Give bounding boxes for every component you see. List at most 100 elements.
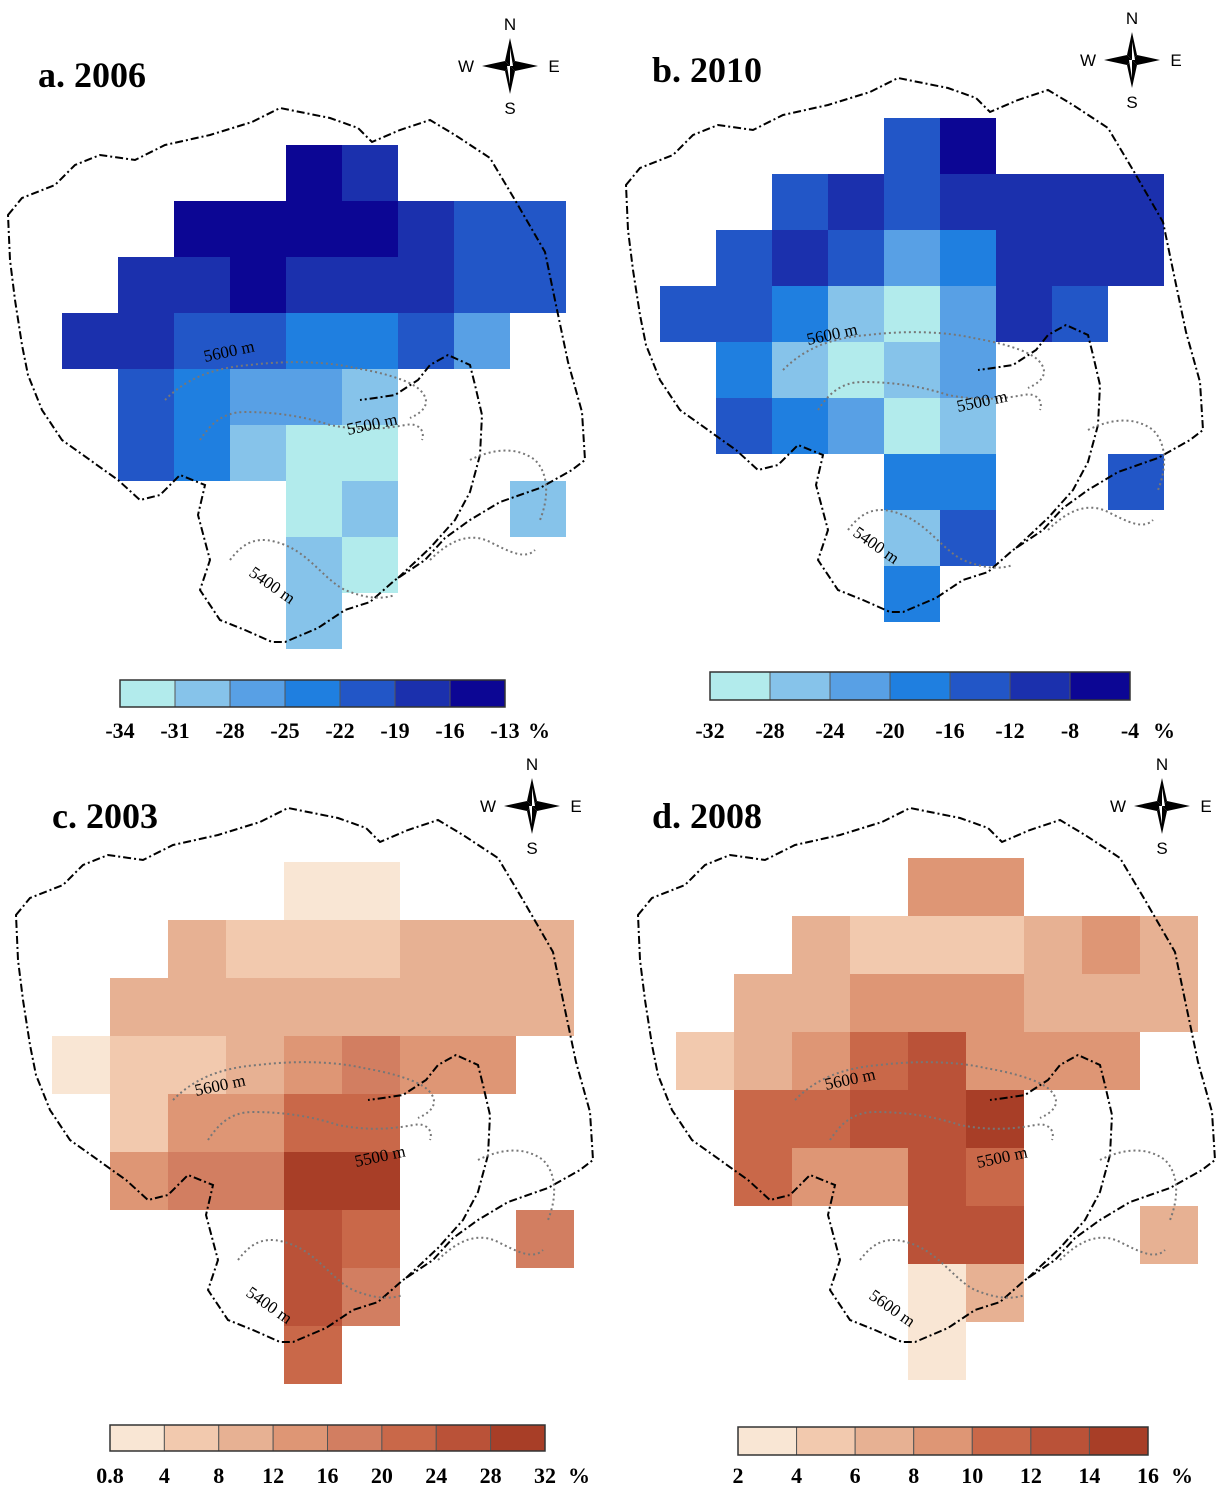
color-bar-tick-label: -28 [215, 718, 244, 743]
elevation-contour [437, 1236, 544, 1261]
color-bar-swatch [913, 1426, 973, 1456]
map-cell [284, 1210, 342, 1268]
elevation-contour [1047, 506, 1154, 531]
color-bar-swatch [218, 1424, 274, 1452]
color-bar-tick-label: -13 [490, 718, 519, 743]
compass-label-e: E [1200, 797, 1211, 816]
elevation-contour [164, 361, 427, 419]
color-bar-tick-label: -32 [695, 718, 724, 743]
map-cell [1052, 286, 1108, 342]
map-cell [400, 978, 458, 1036]
map-cell [286, 145, 342, 201]
color-bar-swatch [394, 679, 451, 708]
map-cell [1140, 1206, 1198, 1264]
map-cell [716, 342, 772, 398]
map-cell [828, 174, 884, 230]
color-bar-unit: % [1171, 1463, 1193, 1488]
map-cell [284, 1326, 342, 1384]
map-cell [850, 974, 908, 1032]
map-cell [342, 1036, 400, 1094]
map-cell [510, 257, 566, 313]
glacier-boundary [14, 806, 595, 1343]
compass-label-w: W [480, 797, 496, 816]
map-cell [118, 313, 174, 369]
map-cell [772, 286, 828, 342]
compass-label-s: S [1126, 93, 1137, 112]
map-cell [454, 313, 510, 369]
map-cell [676, 1032, 734, 1090]
map-cell [716, 398, 772, 454]
color-bar-swatch [737, 1426, 798, 1456]
map-cell [940, 174, 996, 230]
map-cell [398, 201, 454, 257]
elevation-contour [172, 1061, 435, 1119]
map-cell [342, 978, 400, 1036]
color-bar-frame [709, 671, 1131, 701]
color-bar-unit: % [568, 1463, 590, 1488]
map-cell [884, 286, 940, 342]
map-cell [342, 1152, 400, 1210]
elevation-contour [817, 380, 1042, 411]
color-bar-tick-label: 28 [480, 1463, 502, 1488]
map-cell [940, 454, 996, 510]
color-bar-swatch [829, 671, 891, 701]
map-cell [1082, 974, 1140, 1032]
glacier-boundary [636, 806, 1217, 1343]
map-cell [342, 425, 398, 481]
color-bar-swatch [769, 671, 831, 701]
compass-highlight [1132, 42, 1135, 60]
map-cell [772, 398, 828, 454]
map-cell [940, 342, 996, 398]
color-bar-tick-label: 32 [534, 1463, 556, 1488]
color-bar-swatch [971, 1426, 1032, 1456]
map-grid [676, 858, 1198, 1380]
map-cell [772, 342, 828, 398]
map-cell [110, 1094, 168, 1152]
color-bar-frame [737, 1426, 1149, 1456]
compass-icon: N S W E [1110, 755, 1212, 858]
color-bar-tick-label: 10 [961, 1463, 983, 1488]
map-cell [966, 1032, 1024, 1090]
map-cell [342, 1094, 400, 1152]
map-cell [734, 1090, 792, 1148]
map-cell [342, 537, 398, 593]
compass-icon: N S W E [480, 755, 582, 858]
map-cell [110, 1036, 168, 1094]
map-cell [118, 425, 174, 481]
color-bar-swatch [327, 1424, 383, 1452]
map-cell [342, 920, 400, 978]
color-bar-tick-label: -16 [935, 718, 964, 743]
map-cell [1108, 230, 1164, 286]
color-bar-tick-label: 4 [159, 1463, 170, 1488]
color-bar-swatch [709, 671, 771, 701]
map-cell [1082, 1032, 1140, 1090]
map-cell [230, 425, 286, 481]
map-cell [226, 1152, 284, 1210]
map-cell [884, 566, 940, 622]
map-cell [226, 920, 284, 978]
map-cell [850, 1090, 908, 1148]
map-cell [660, 286, 716, 342]
compass-label-e: E [548, 57, 559, 76]
color-bar-tick-label: 12 [1020, 1463, 1042, 1488]
compass-label-s: S [504, 99, 515, 118]
map-cell [940, 398, 996, 454]
map-cell [174, 201, 230, 257]
map-cell [62, 313, 118, 369]
map-cell [286, 481, 342, 537]
map-cell [908, 1090, 966, 1148]
map-cell [908, 974, 966, 1032]
map-cell [398, 257, 454, 313]
color-bar: 0.8 4 8 12 16 20 24 28 32% [96, 1424, 590, 1488]
color-bar-swatch [854, 1426, 915, 1456]
color-bar: 2 4 6 8 10 12 14 16% [733, 1426, 1193, 1488]
map-cell [458, 1036, 516, 1094]
compass-needle-east [532, 801, 560, 811]
map-cell [884, 230, 940, 286]
color-bar-tick-label: 4 [791, 1463, 802, 1488]
compass-label-e: E [1170, 51, 1181, 70]
elevation-contour [829, 1110, 1054, 1141]
elevation-contour [782, 331, 1045, 389]
map-cell [966, 858, 1024, 916]
